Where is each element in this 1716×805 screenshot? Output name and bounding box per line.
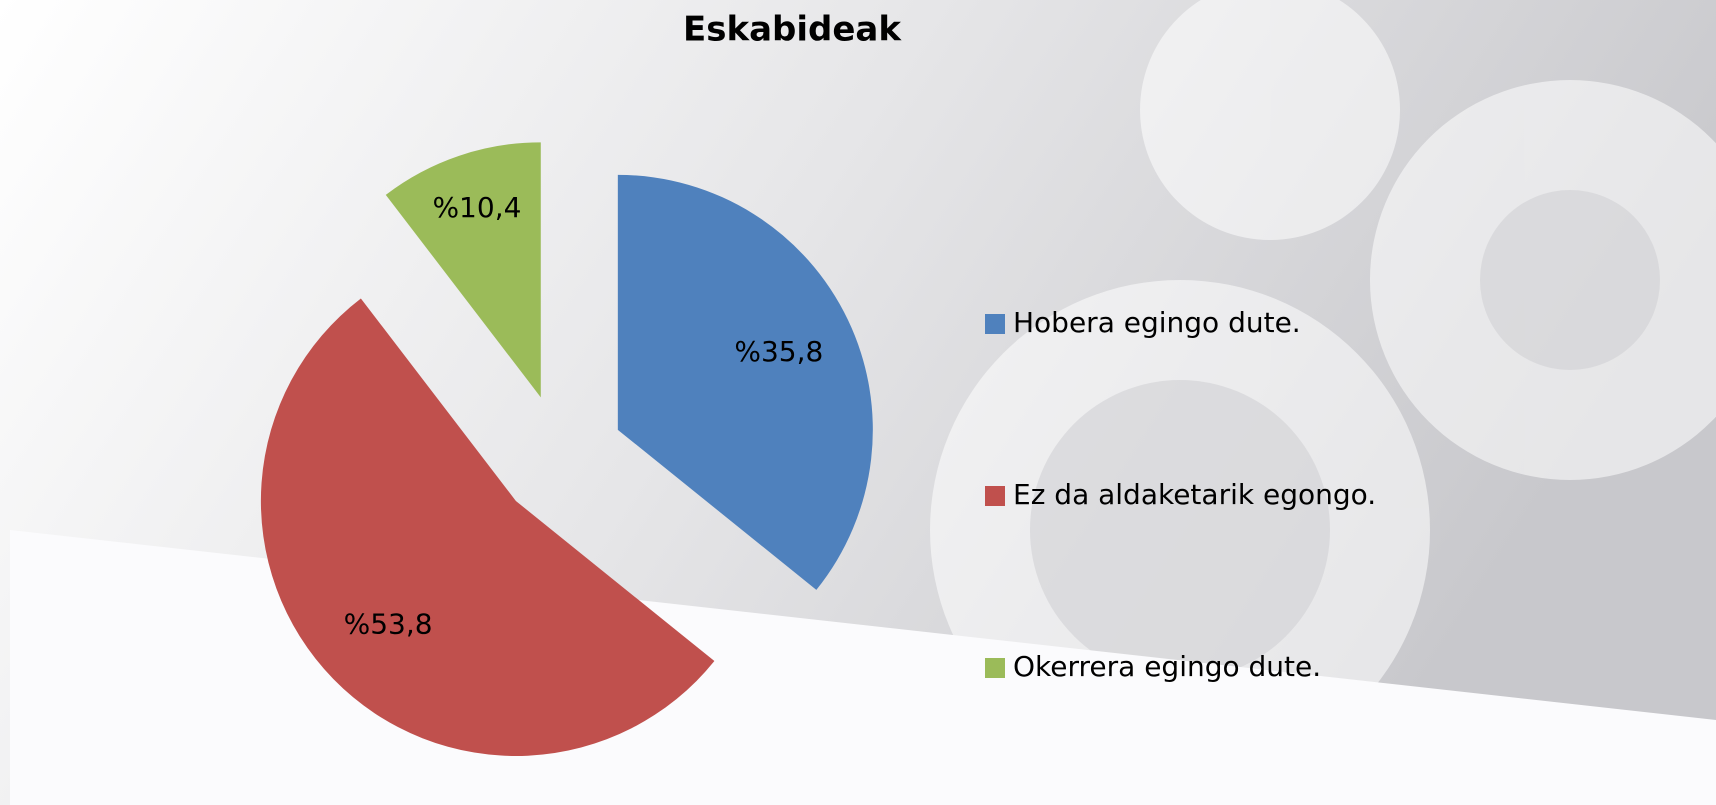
- legend-label: Hobera egingo dute.: [1013, 306, 1301, 339]
- legend-label: Okerrera egingo dute.: [1013, 650, 1321, 683]
- chart: Eskabideak %35,8 %53,8 %10,4 Hobera egingo …: [0, 0, 1716, 805]
- data-label: %35,8: [734, 335, 823, 368]
- data-label: %53,8: [344, 608, 433, 641]
- data-label: %10,4: [432, 191, 521, 224]
- legend-swatch: [985, 486, 1005, 506]
- chart-title: Eskabideak: [683, 10, 902, 50]
- legend-swatch: [985, 658, 1005, 678]
- legend-swatch: [985, 314, 1005, 334]
- legend-label: Ez da aldaketarik egongo.: [1013, 478, 1376, 511]
